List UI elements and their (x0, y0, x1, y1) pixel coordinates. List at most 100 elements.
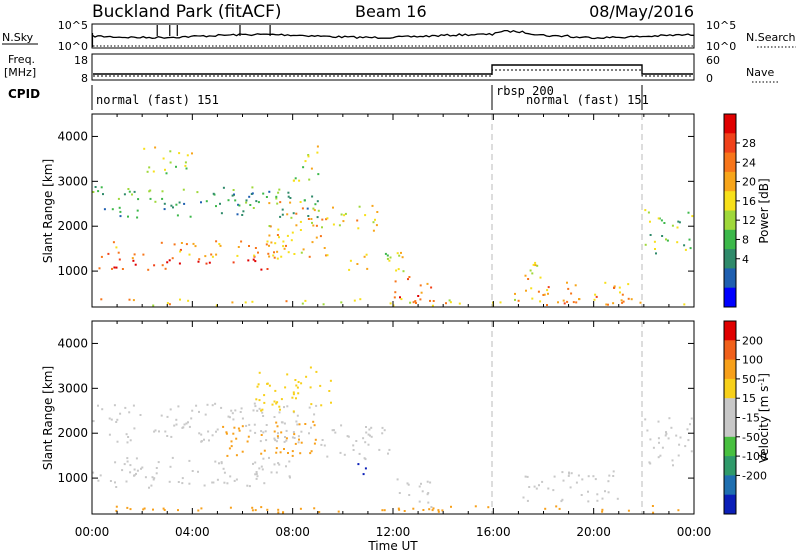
vel-cell (141, 466, 144, 469)
vel-cell (668, 417, 671, 420)
vel-cell (665, 432, 668, 435)
vel-cell (270, 471, 273, 474)
vel-cell (177, 405, 180, 408)
vel-cell (231, 412, 234, 415)
vel-cell (188, 459, 191, 462)
vel-cell (235, 454, 238, 457)
vel-cell (114, 481, 116, 484)
vel-cell (115, 509, 118, 512)
power-cell (175, 203, 178, 206)
vel-cell (291, 450, 294, 453)
vel-cell (257, 383, 260, 386)
vel-cell (253, 423, 256, 426)
power-cell (241, 214, 244, 216)
power-cell (359, 298, 362, 301)
power-cell (653, 240, 656, 243)
vel-cell (280, 431, 283, 434)
power-colorbar-swatch (724, 114, 736, 134)
vel-cell (255, 473, 258, 475)
nave-series (93, 69, 693, 77)
vel-cell (129, 471, 132, 474)
vel-cell (223, 481, 226, 484)
vel-cell (319, 384, 322, 387)
vel-cell (657, 437, 660, 440)
power-cell (196, 191, 199, 194)
power-cell (279, 201, 282, 204)
vel-cell (277, 462, 280, 465)
power-cell (205, 262, 208, 265)
power-colorbar-tick: 4 (742, 253, 749, 266)
vel-cell (441, 509, 444, 512)
power-cell (164, 267, 167, 270)
power-cell (394, 280, 397, 283)
vel-cell (135, 457, 138, 460)
vel-cell (677, 509, 680, 512)
freq-unit: [MHz] (4, 66, 36, 79)
power-cell (627, 297, 630, 300)
power-cell (179, 250, 182, 253)
power-cell (376, 211, 379, 213)
vel-ytick-label: 3000 (57, 381, 88, 395)
power-cell (400, 298, 403, 301)
vel-cell (526, 499, 529, 502)
vel-cell (188, 425, 191, 428)
vel-cell (228, 416, 231, 419)
vel-cell (607, 480, 610, 483)
vel-cell (263, 394, 266, 397)
vel-cell (604, 490, 606, 493)
power-cell (311, 241, 314, 244)
power-cell (117, 251, 120, 254)
vel-cell (364, 458, 367, 461)
vel-cell (177, 509, 179, 512)
power-cell (273, 256, 276, 259)
vel-cell (283, 440, 286, 443)
vel-cell (220, 461, 223, 464)
vel-cell (364, 441, 367, 444)
vel-cell (255, 398, 258, 401)
vel-colorbar-swatch (724, 359, 736, 380)
vel-cell (315, 370, 318, 373)
power-cell (247, 259, 250, 262)
vel-cell (644, 418, 647, 421)
vel-cell (123, 463, 126, 466)
vel-cell (115, 421, 118, 423)
vel-cell (126, 457, 129, 460)
vel-cell (297, 441, 300, 444)
vel-cell (299, 452, 302, 455)
vel-cell (166, 415, 169, 418)
power-cell (92, 191, 95, 193)
vel-cell (110, 418, 113, 421)
power-cell (176, 214, 179, 217)
vel-cell (274, 439, 277, 442)
power-colorbar-swatch (724, 133, 736, 154)
power-cell (348, 268, 351, 271)
vel-cell (296, 386, 299, 389)
power-colorbar-tick: 24 (742, 156, 756, 169)
power-cell (136, 216, 139, 219)
power-cell (128, 190, 131, 193)
vel-colorbar-tick: 200 (742, 334, 763, 347)
power-cell (657, 217, 660, 220)
power-cell (115, 266, 118, 269)
power-cell (262, 192, 265, 195)
vel-cell (528, 486, 531, 488)
power-cell (665, 238, 667, 241)
vel-cell (116, 440, 119, 443)
power-cell (257, 201, 260, 204)
date-label: 08/May/2016 (589, 2, 694, 21)
vel-cell (607, 491, 610, 494)
vel-cell (352, 444, 355, 447)
vel-cell (310, 426, 312, 429)
power-cell (311, 221, 313, 224)
vel-cell (252, 462, 254, 465)
vel-cell (587, 490, 589, 493)
vel-cell (148, 486, 150, 489)
vel-cell (197, 470, 199, 473)
power-cell (210, 253, 213, 256)
power-cell (613, 286, 616, 289)
power-cell (131, 193, 133, 196)
vel-cell (667, 437, 670, 440)
vel-cell (144, 476, 147, 479)
power-colorbar-swatch (724, 152, 736, 173)
vel-cell (124, 406, 127, 409)
